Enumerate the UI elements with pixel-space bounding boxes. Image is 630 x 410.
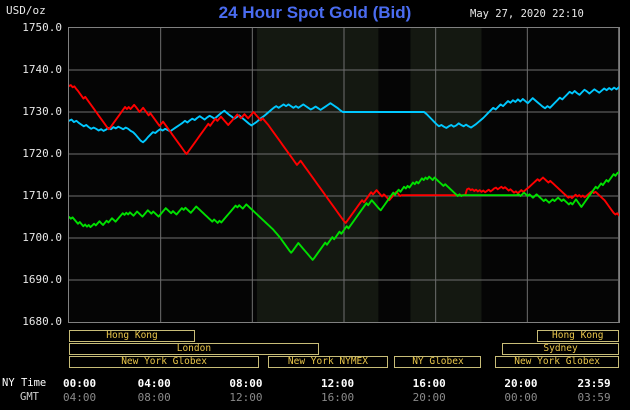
- x-axis-gmt-tick-label: 04:00: [63, 391, 97, 404]
- session-bar: New York NYMEX: [268, 356, 388, 368]
- y-axis-tick-label: 1700.0: [22, 231, 62, 244]
- y-axis-tick-label: 1680.0: [22, 315, 62, 328]
- x-axis-ny-tick-label: 23:59: [577, 377, 611, 390]
- session-bar: Hong Kong: [69, 330, 196, 342]
- x-axis-ny-tick-label: 20:00: [504, 377, 538, 390]
- x-axis-gmt-tick-label: 12:00: [229, 391, 263, 404]
- session-bar: New York Globex: [495, 356, 619, 368]
- page-title: 24 Hour Spot Gold (Bid): [218, 3, 412, 22]
- x-axis-ny-tick-label: 08:00: [229, 377, 263, 390]
- session-bar: Sydney: [502, 343, 619, 355]
- session-bar: NY Globex: [394, 356, 482, 368]
- session-bar: Hong Kong: [536, 330, 619, 342]
- price-chart-svg: [69, 28, 619, 322]
- x-axis-ny-tick-label: 00:00: [63, 377, 97, 390]
- timestamp-label: May 27, 2020 22:10: [470, 8, 584, 20]
- x-axis-gmt-tick-label: 00:00: [504, 391, 538, 404]
- x-axis-ny-tick-label: 12:00: [321, 377, 355, 390]
- y-axis-tick-label: 1710.0: [22, 189, 62, 202]
- session-bar: New York Globex: [69, 356, 260, 368]
- y-axis-tick-label: 1750.0: [22, 21, 62, 34]
- price-plot-area: [68, 27, 620, 323]
- gmt-axis-label: GMT: [20, 391, 39, 403]
- y-axis-tick-label: 1730.0: [22, 105, 62, 118]
- x-axis-gmt-tick-label: 20:00: [412, 391, 446, 404]
- y-axis-unit-label: USD/oz: [6, 4, 46, 17]
- x-axis-gmt-tick-label: 08:00: [137, 391, 171, 404]
- x-axis-gmt-tick-label: 03:59: [577, 391, 611, 404]
- session-bar: London: [69, 343, 319, 355]
- y-axis-tick-label: 1720.0: [22, 147, 62, 160]
- x-axis-gmt-tick-label: 16:00: [321, 391, 355, 404]
- ny-time-axis-label: NY Time: [2, 377, 47, 389]
- y-axis-tick-label: 1740.0: [22, 63, 62, 76]
- x-axis-ny-tick-label: 16:00: [412, 377, 446, 390]
- x-axis-ny-tick-label: 04:00: [137, 377, 171, 390]
- y-axis-tick-label: 1690.0: [22, 273, 62, 286]
